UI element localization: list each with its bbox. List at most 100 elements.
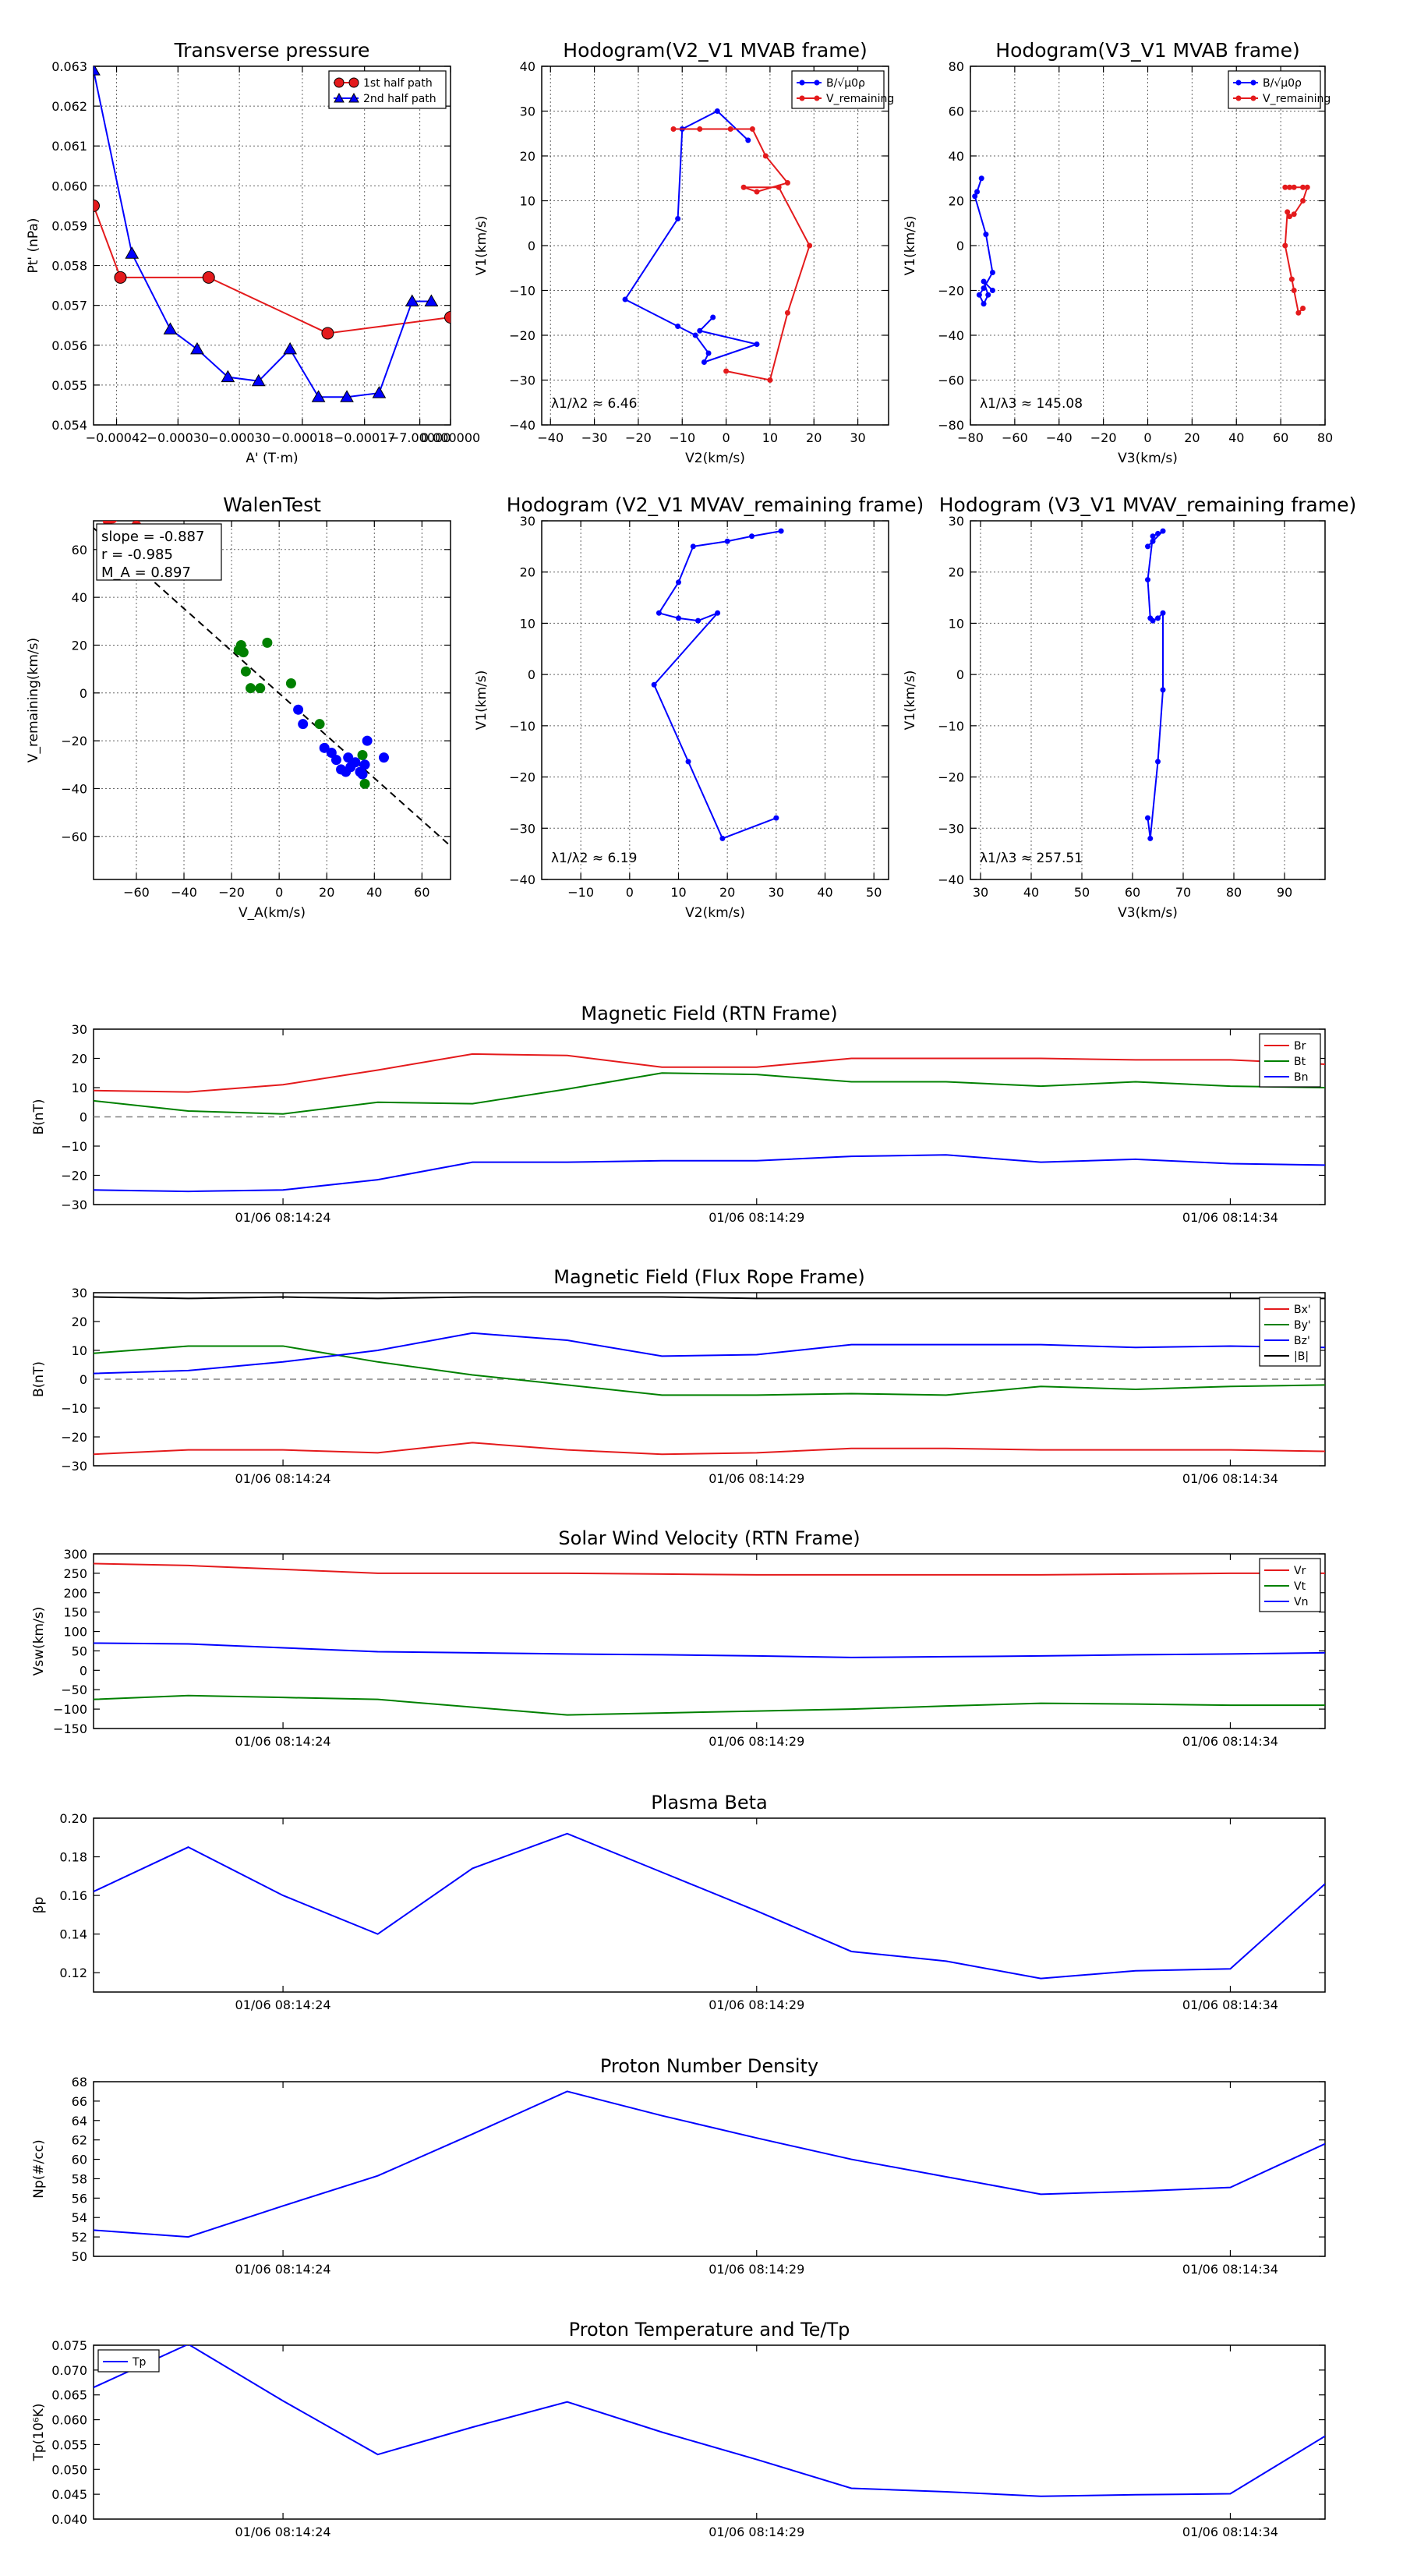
- data-point: [685, 759, 691, 765]
- data-point: [350, 757, 361, 768]
- y-tick-label: 0.18: [59, 1850, 87, 1865]
- y-tick-label: −30: [61, 1198, 87, 1212]
- y-tick-label: 0.14: [59, 1927, 87, 1942]
- series-line: [94, 2090, 1325, 2238]
- data-point: [778, 528, 784, 534]
- x-tick-label: −0.00017: [334, 430, 396, 445]
- series-line: [94, 1345, 1325, 1396]
- data-point: [981, 301, 987, 307]
- y-tick-label: 50: [72, 1644, 87, 1658]
- y-tick-label: 30: [72, 1286, 87, 1300]
- data-point: [976, 292, 982, 298]
- x-tick-label: −80: [957, 430, 984, 445]
- data-point: [972, 193, 978, 200]
- data-point: [357, 750, 368, 761]
- legend-item: Bx': [1264, 1304, 1311, 1316]
- series-Np: [94, 2090, 1325, 2238]
- y-axis-label: B(nT): [31, 1099, 47, 1134]
- legend-label: |B|: [1294, 1350, 1309, 1363]
- x-tick-label: 01/06 08:14:29: [709, 1210, 804, 1225]
- data-point: [981, 278, 987, 285]
- x-tick-label: 30: [973, 885, 988, 900]
- y-tick-label: −10: [509, 284, 535, 299]
- x-axis-label: V3(km/s): [1118, 451, 1178, 466]
- x-tick-label: 70: [1175, 885, 1191, 900]
- data-point: [762, 153, 769, 159]
- y-tick-label: −100: [53, 1702, 87, 1717]
- legend-item: V_remaining: [797, 93, 894, 105]
- legend-marker: [348, 92, 359, 103]
- y-tick-label: 66: [72, 2094, 87, 2109]
- chart-hodo3: −10 0 10 20 30 40 50−40−30−20−100102030Hodogra…: [474, 494, 924, 921]
- y-tick-label: 0.040: [51, 2512, 87, 2527]
- legend-item: 2nd half path: [334, 92, 436, 105]
- y-tick-label: 20: [72, 1315, 87, 1329]
- data-point: [340, 390, 354, 402]
- x-tick-label: 01/06 08:14:24: [235, 1210, 331, 1225]
- legend-label: Vr: [1294, 1565, 1306, 1577]
- x-tick-label: −40: [1046, 430, 1073, 445]
- data-point: [749, 126, 755, 132]
- data-point: [701, 359, 707, 365]
- chart-temp: 01/06 08:14:24 01/06 08:14:29 01/06 08:14:…: [31, 2319, 1326, 2539]
- legend-item: Vr: [1264, 1565, 1306, 1577]
- eigenvalue-ratio-label: λ1/λ3 ≈ 145.08: [980, 396, 1083, 412]
- legend-marker: [1250, 80, 1256, 86]
- data-point: [656, 610, 662, 616]
- legend-item: 1st half path: [334, 77, 433, 90]
- legend-item: Bn: [1264, 1071, 1308, 1084]
- series-1st half path: [94, 199, 451, 340]
- x-axis-label: V_A(km/s): [239, 905, 306, 921]
- x-tick-label: 30: [850, 430, 865, 445]
- fit-line: [94, 527, 451, 847]
- data-point: [343, 752, 354, 763]
- data-point: [740, 184, 747, 190]
- x-tick-label: 10: [762, 430, 778, 445]
- y-tick-label: 150: [63, 1605, 87, 1620]
- data-point: [314, 719, 325, 730]
- y-tick-label: 30: [72, 1022, 87, 1037]
- legend-item: Tp: [103, 2356, 147, 2369]
- data-point: [246, 683, 256, 694]
- data-point: [125, 246, 140, 259]
- series-Vn: [94, 1642, 1325, 1658]
- y-tick-label: 10: [520, 194, 535, 209]
- legend: Vr Vt Vn: [1259, 1558, 1321, 1612]
- y-tick-label: 0.057: [51, 299, 87, 313]
- x-tick-label: −7.00000: [389, 430, 451, 445]
- series-line: [94, 1694, 1325, 1716]
- legend-item: |B|: [1264, 1350, 1309, 1363]
- series-line: [94, 1332, 1325, 1375]
- data-point: [675, 579, 681, 586]
- y-tick-label: 60: [72, 543, 87, 557]
- chart-title: Plasma Beta: [651, 1792, 767, 1813]
- x-axis-label: V3(km/s): [1118, 905, 1178, 921]
- x-tick-label: −20: [218, 885, 245, 900]
- data-point: [1285, 209, 1291, 215]
- data-point: [690, 543, 696, 550]
- series-|B|: [94, 1296, 1325, 1300]
- legend-item: Bz': [1264, 1335, 1310, 1347]
- y-tick-label: 10: [520, 616, 535, 631]
- data-point: [283, 341, 298, 355]
- x-axis-label: V2(km/s): [685, 451, 745, 466]
- y-tick-label: 54: [72, 2210, 87, 2225]
- y-tick-label: −40: [509, 418, 535, 433]
- data-point: [319, 742, 330, 753]
- x-tick-label: −40: [171, 885, 197, 900]
- x-tick-label: −0.00018: [271, 430, 334, 445]
- y-tick-label: 52: [72, 2230, 87, 2245]
- data-point: [359, 759, 370, 770]
- y-tick-label: 30: [520, 104, 535, 119]
- x-tick-label: 01/06 08:14:34: [1182, 2262, 1278, 2277]
- data-point: [341, 766, 352, 777]
- chart-walen: −60 −40 −20 0 20 40 60 −60 −40 −20 0 20 40 60 WalenTes…: [26, 494, 451, 921]
- y-tick-label: −10: [61, 1401, 87, 1416]
- plot-frame: [93, 2344, 1326, 2520]
- data-point: [424, 294, 439, 307]
- series-B/√μ0ρ: [972, 175, 995, 307]
- y-tick-label: −10: [509, 719, 535, 734]
- y-tick-label: 10: [72, 1343, 87, 1358]
- y-tick-label: 0.059: [51, 218, 87, 233]
- x-tick-label: 10: [670, 885, 686, 900]
